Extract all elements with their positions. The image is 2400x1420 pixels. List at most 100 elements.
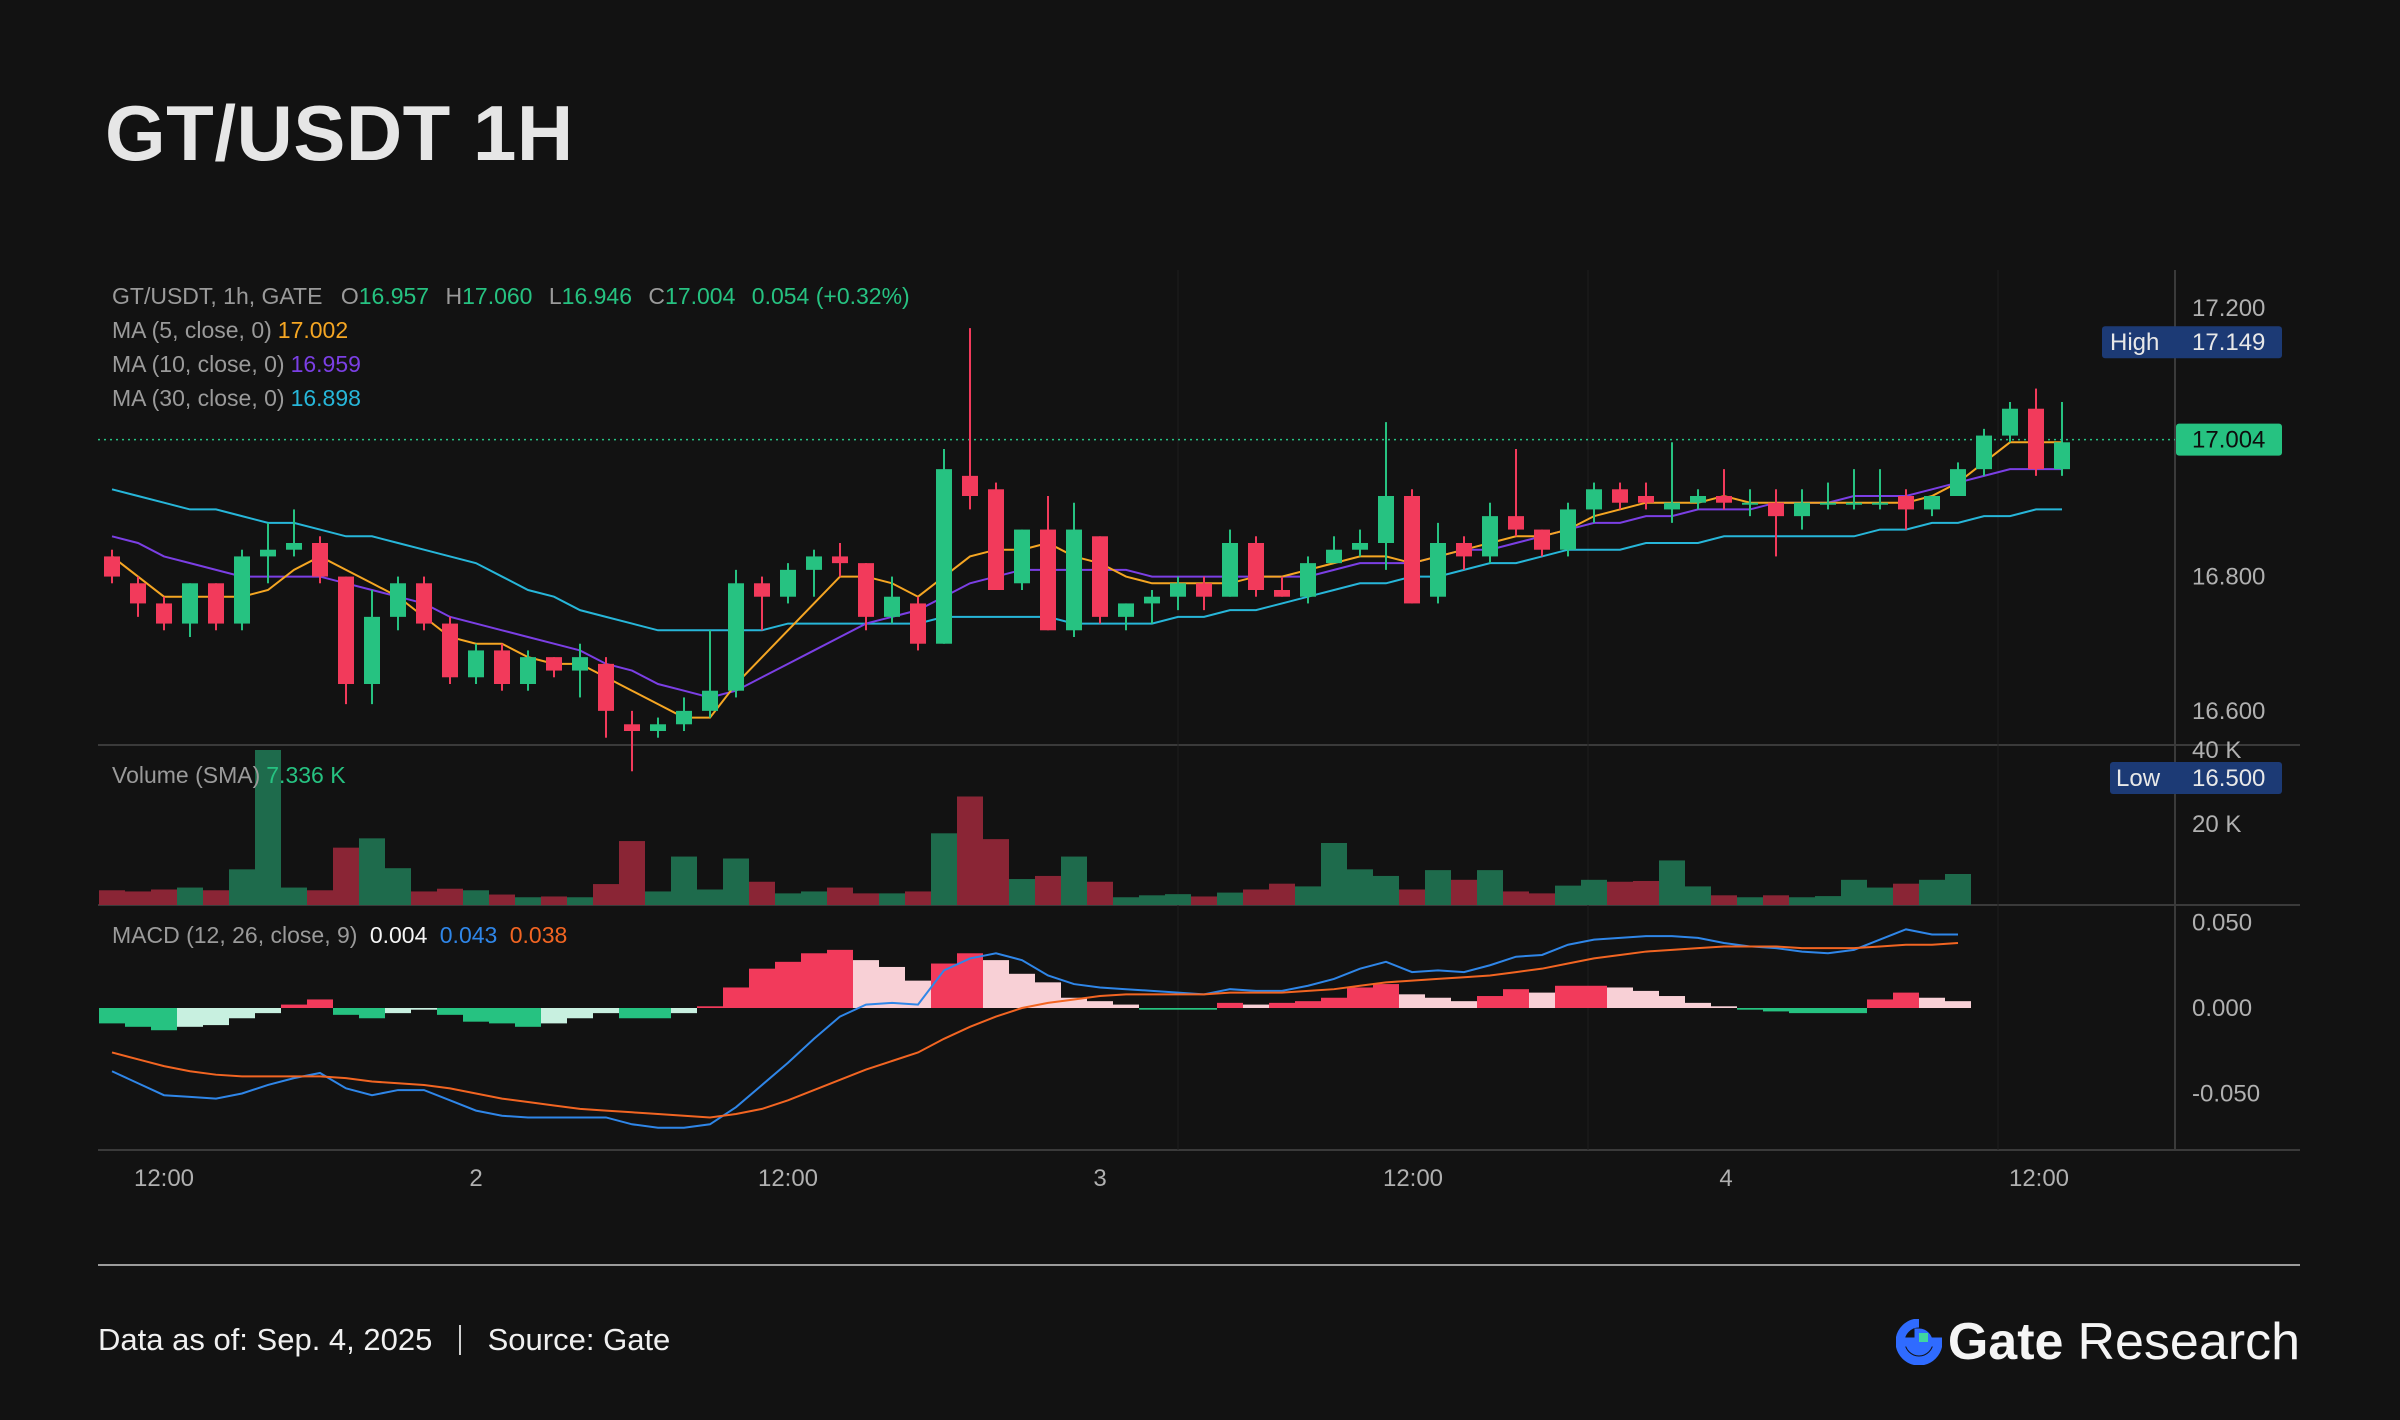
low-label: L bbox=[548, 283, 562, 309]
volume-bar bbox=[1503, 891, 1529, 905]
macd-histogram-bar bbox=[1581, 985, 1607, 1008]
volume-bar bbox=[957, 796, 983, 905]
high-badge-value: 17.149 bbox=[2192, 329, 2265, 356]
macd-histogram-bar bbox=[1009, 973, 1035, 1008]
volume-bar bbox=[723, 858, 749, 905]
candle-body bbox=[650, 724, 666, 731]
macd-histogram-bar bbox=[1737, 1008, 1763, 1010]
macd-tick-label: 0.050 bbox=[2192, 910, 2252, 937]
candle-body bbox=[832, 556, 848, 564]
data-as-of-value: Sep. 4, 2025 bbox=[256, 1322, 433, 1357]
volume-bar bbox=[411, 891, 437, 905]
macd-histogram-bar bbox=[463, 1008, 489, 1022]
candle-body bbox=[234, 556, 250, 624]
candle-body bbox=[1014, 529, 1030, 584]
ma10-label: MA (10, close, 0) bbox=[112, 351, 285, 377]
volume-bar bbox=[1425, 870, 1451, 905]
candle-body bbox=[1040, 529, 1056, 631]
macd-signal-line bbox=[111, 942, 1959, 1119]
candle-body bbox=[1092, 536, 1108, 617]
candle-body bbox=[1664, 502, 1680, 510]
volume-bar bbox=[359, 838, 385, 905]
macd-histogram-bar bbox=[1763, 1008, 1789, 1012]
volume-bar bbox=[905, 891, 931, 905]
candle-body bbox=[156, 603, 172, 624]
candle-body bbox=[1586, 489, 1602, 510]
volume-bar bbox=[1477, 870, 1503, 905]
volume-bar bbox=[1087, 881, 1113, 905]
macd-histogram-bar bbox=[1945, 1001, 1971, 1008]
macd-histogram-bar bbox=[1633, 990, 1659, 1008]
candle-body bbox=[910, 603, 926, 644]
candle-body bbox=[1560, 509, 1576, 550]
volume-bar bbox=[749, 881, 775, 905]
ma30-value: 16.898 bbox=[290, 385, 361, 411]
macd-histogram-bar bbox=[229, 1008, 255, 1019]
candle-body bbox=[988, 489, 1004, 590]
candle-body bbox=[260, 549, 276, 557]
volume-bar bbox=[1841, 879, 1867, 905]
candle-body bbox=[858, 563, 874, 617]
candle-body bbox=[182, 583, 198, 624]
macd-histogram-bar bbox=[1113, 1004, 1139, 1008]
volume-bar bbox=[1217, 892, 1243, 905]
volume-bar bbox=[333, 847, 359, 905]
candle-body bbox=[1742, 502, 1758, 505]
price-tick-label: 16.600 bbox=[2192, 698, 2265, 725]
volume-bar bbox=[1581, 879, 1607, 905]
macd-histogram-bar bbox=[255, 1008, 281, 1014]
macd-histogram-bar bbox=[541, 1008, 567, 1024]
macd-histogram-bar bbox=[1139, 1008, 1165, 1010]
volume-bar bbox=[1139, 895, 1165, 905]
ma10-line bbox=[111, 468, 2062, 699]
macd-histogram-bar bbox=[1789, 1008, 1815, 1014]
volume-bar bbox=[619, 841, 645, 905]
gate-research-logo: Gate Research bbox=[1895, 1312, 2300, 1372]
candle-body bbox=[598, 663, 614, 711]
close-label: C bbox=[648, 283, 666, 309]
candle-body bbox=[1950, 469, 1966, 496]
candle-body bbox=[1612, 489, 1628, 503]
macd-histogram-bar bbox=[281, 1004, 307, 1008]
macd-hist-value: 0.004 bbox=[369, 922, 428, 948]
volume-bar bbox=[1607, 881, 1633, 905]
macd-histogram-bar bbox=[515, 1008, 541, 1027]
macd-tick-label: -0.050 bbox=[2192, 1081, 2260, 1108]
ma5-label: MA (5, close, 0) bbox=[112, 317, 272, 343]
candle-body bbox=[1144, 596, 1160, 604]
high-badge-label: High bbox=[2110, 329, 2159, 356]
candle-body bbox=[1066, 529, 1082, 631]
macd-tick-label: 0.000 bbox=[2192, 995, 2252, 1022]
candle-body bbox=[806, 556, 822, 570]
volume-bar bbox=[1321, 843, 1347, 905]
volume-bar bbox=[1347, 869, 1373, 905]
macd-histogram-bar bbox=[879, 966, 905, 1008]
macd-histogram-bar bbox=[1347, 987, 1373, 1008]
macd-histogram-bar bbox=[645, 1008, 671, 1019]
volume-bar bbox=[827, 887, 853, 905]
volume-bar bbox=[1685, 886, 1711, 905]
price-tick-label: 16.800 bbox=[2192, 564, 2265, 591]
macd-histogram-bar bbox=[437, 1008, 463, 1015]
macd-histogram-bar bbox=[1399, 994, 1425, 1008]
open-label: O bbox=[340, 283, 359, 309]
volume-bar bbox=[775, 893, 801, 905]
candle-body bbox=[494, 650, 510, 684]
volume-bar bbox=[645, 891, 671, 905]
candle-body bbox=[208, 583, 224, 624]
volume-bar bbox=[151, 889, 177, 905]
macd-histogram-bar bbox=[983, 960, 1009, 1008]
volume-bar bbox=[801, 891, 827, 905]
volume-bar bbox=[177, 887, 203, 905]
source-label: Source: bbox=[487, 1322, 595, 1357]
time-tick-label: 3 bbox=[1093, 1165, 1106, 1192]
candle-body bbox=[1846, 502, 1862, 505]
time-tick-label: 12:00 bbox=[134, 1165, 194, 1192]
volume-bar bbox=[1399, 889, 1425, 905]
volume-bar bbox=[1555, 885, 1581, 905]
gate-logo-icon bbox=[1895, 1319, 1942, 1365]
volume-bar bbox=[1035, 875, 1061, 905]
macd-histogram-bar bbox=[801, 953, 827, 1008]
volume-bar bbox=[1633, 880, 1659, 905]
